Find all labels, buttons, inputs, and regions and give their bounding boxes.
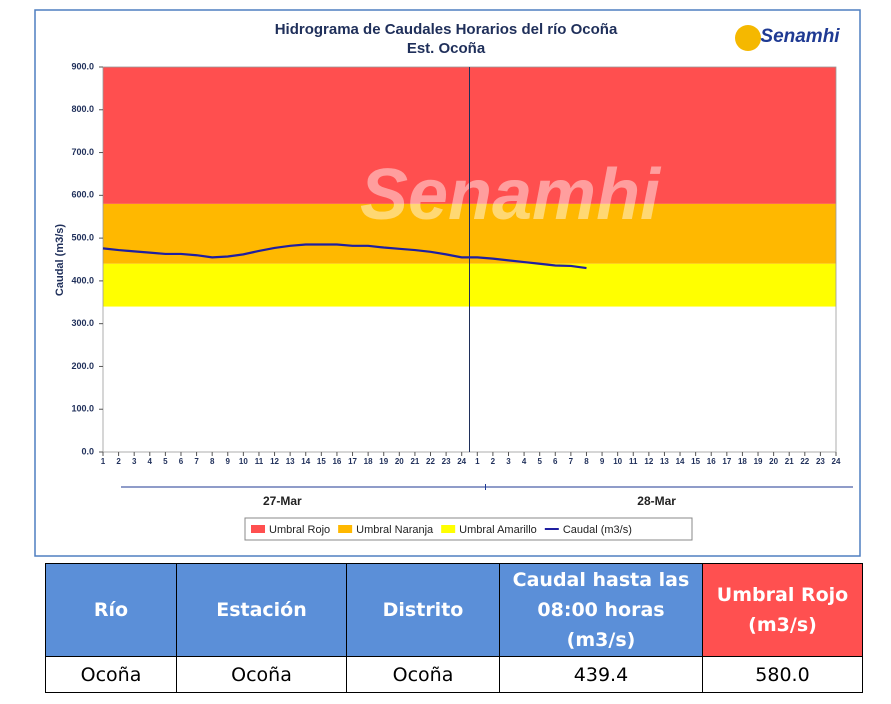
x-tick-label: 14 — [676, 457, 685, 466]
x-tick-label: 21 — [410, 457, 419, 466]
x-tick-label: 12 — [270, 457, 279, 466]
y-tick-label: 100.0 — [71, 404, 94, 414]
x-tick-label: 23 — [816, 457, 825, 466]
cell: Ocoña — [346, 656, 500, 693]
legend-swatch — [251, 525, 265, 533]
x-tick-label: 22 — [426, 457, 435, 466]
header-cell: Caudal hasta las 08:00 horas (m3/s) — [499, 563, 703, 657]
x-tick-label: 23 — [442, 457, 451, 466]
y-axis-label: Caudal (m3/s) — [54, 224, 66, 296]
legend-label: Umbral Rojo — [269, 524, 330, 536]
x-tick-label: 7 — [569, 457, 574, 466]
group-label: 28-Mar — [637, 494, 676, 508]
y-tick-label: 500.0 — [71, 232, 94, 242]
x-tick-label: 13 — [286, 457, 295, 466]
header-cell: Río — [45, 563, 177, 657]
y-tick-label: 700.0 — [71, 147, 94, 157]
legend-label: Umbral Naranja — [356, 524, 434, 536]
y-tick-label: 800.0 — [71, 104, 94, 114]
x-tick-label: 12 — [644, 457, 653, 466]
x-tick-label: 2 — [116, 457, 121, 466]
x-tick-label: 24 — [457, 457, 466, 466]
x-tick-label: 21 — [785, 457, 794, 466]
x-tick-label: 1 — [101, 457, 106, 466]
x-tick-label: 10 — [239, 457, 248, 466]
x-tick-label: 2 — [491, 457, 496, 466]
x-tick-label: 10 — [613, 457, 622, 466]
x-tick-label: 15 — [317, 457, 326, 466]
x-tick-label: 16 — [332, 457, 341, 466]
legend-label: Caudal (m3/s) — [563, 524, 632, 536]
cell: Ocoña — [45, 656, 177, 693]
chart: Hidrograma de Caudales Horarios del río … — [34, 9, 861, 557]
y-tick-label: 400.0 — [71, 275, 94, 285]
x-tick-label: 15 — [691, 457, 700, 466]
x-tick-label: 9 — [226, 457, 231, 466]
x-tick-label: 8 — [210, 457, 215, 466]
x-tick-label: 20 — [769, 457, 778, 466]
x-tick-label: 3 — [506, 457, 511, 466]
cell: 580.0 — [702, 656, 863, 693]
x-tick-label: 18 — [364, 457, 373, 466]
legend-swatch — [441, 525, 456, 533]
x-tick-label: 9 — [600, 457, 605, 466]
data-row: Ocoña Ocoña Ocoña 439.4 580.0 — [45, 656, 863, 693]
x-tick-label: 5 — [163, 457, 168, 466]
x-tick-label: 11 — [629, 457, 638, 466]
legend-label: Umbral Amarillo — [459, 524, 537, 536]
y-tick-label: 300.0 — [71, 318, 94, 328]
x-tick-label: 19 — [754, 457, 763, 466]
cell: 439.4 — [499, 656, 703, 693]
x-tick-label: 24 — [832, 457, 841, 466]
cell: Ocoña — [176, 656, 347, 693]
x-tick-label: 7 — [194, 457, 199, 466]
chart-subtitle: Est. Ocoña — [407, 40, 486, 57]
x-tick-label: 18 — [738, 457, 747, 466]
x-tick-label: 6 — [179, 457, 184, 466]
x-tick-label: 4 — [522, 457, 527, 466]
summary-table: Río Estación Distrito Caudal hasta las 0… — [45, 563, 863, 693]
x-tick-label: 13 — [660, 457, 669, 466]
chart-title: Hidrograma de Caudales Horarios del río … — [275, 21, 618, 38]
group-label: 27-Mar — [263, 494, 302, 508]
logo-sun — [735, 25, 761, 51]
x-tick-label: 19 — [379, 457, 388, 466]
y-tick-label: 0.0 — [81, 446, 94, 456]
x-tick-label: 6 — [553, 457, 558, 466]
x-tick-label: 20 — [395, 457, 404, 466]
x-tick-label: 8 — [584, 457, 589, 466]
legend-box — [244, 517, 693, 541]
legend-swatch — [338, 525, 353, 533]
x-tick-label: 5 — [537, 457, 542, 466]
x-tick-label: 17 — [722, 457, 731, 466]
x-tick-label: 22 — [800, 457, 809, 466]
x-tick-label: 11 — [255, 457, 264, 466]
x-tick-label: 1 — [475, 457, 480, 466]
y-tick-label: 900.0 — [71, 61, 94, 71]
logo: Senamhi — [760, 26, 840, 47]
header-row: Río Estación Distrito Caudal hasta las 0… — [45, 563, 863, 657]
x-tick-label: 4 — [148, 457, 153, 466]
x-tick-label: 3 — [132, 457, 137, 466]
x-tick-label: 14 — [301, 457, 310, 466]
y-tick-label: 200.0 — [71, 361, 94, 371]
header-cell: Distrito — [346, 563, 500, 657]
x-tick-label: 17 — [348, 457, 357, 466]
legend: Umbral Rojo Umbral Naranja Umbral Amarillo… — [244, 517, 693, 541]
y-tick-label: 600.0 — [71, 190, 94, 200]
watermark: Senamhi — [360, 155, 662, 235]
header-cell: Estación — [176, 563, 347, 657]
caudal-line — [102, 243, 587, 270]
x-tick-label: 16 — [707, 457, 716, 466]
header-cell: Umbral Rojo (m3/s) — [702, 563, 863, 657]
